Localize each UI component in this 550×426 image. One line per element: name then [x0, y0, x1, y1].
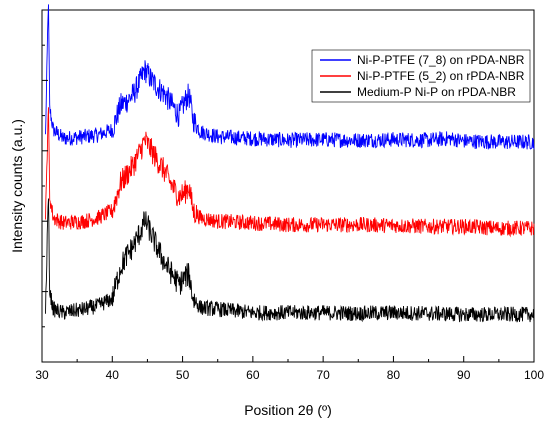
- x-axis-label: Position 2θ (º): [244, 402, 332, 418]
- y-axis-ticks: [42, 9, 48, 363]
- series-layer: [45, 4, 535, 323]
- x-tick-label: 40: [106, 368, 120, 382]
- series-line-2: [45, 107, 535, 238]
- x-tick-label: 100: [524, 368, 544, 382]
- x-tick-label: 80: [387, 368, 401, 382]
- y-axis-label: Intensity counts (a.u.): [9, 119, 25, 253]
- x-axis-ticks: 30 40 50 60 70 80 90 100: [35, 356, 544, 382]
- legend-entry-1: Ni-P-PTFE (7_8) on rPDA-NBR: [357, 53, 525, 67]
- legend-entry-3: Medium-P Ni-P on rPDA-NBR: [357, 85, 516, 99]
- x-tick-label: 60: [246, 368, 260, 382]
- series-line-3: [45, 198, 535, 323]
- series-line-1: [45, 4, 535, 150]
- legend: Ni-P-PTFE (7_8) on rPDA-NBR Ni-P-PTFE (5…: [311, 49, 531, 103]
- x-tick-label: 70: [316, 368, 330, 382]
- legend-entry-2: Ni-P-PTFE (5_2) on rPDA-NBR: [357, 69, 525, 83]
- x-tick-label: 30: [35, 368, 49, 382]
- x-tick-label: 90: [457, 368, 471, 382]
- x-tick-label: 50: [176, 368, 190, 382]
